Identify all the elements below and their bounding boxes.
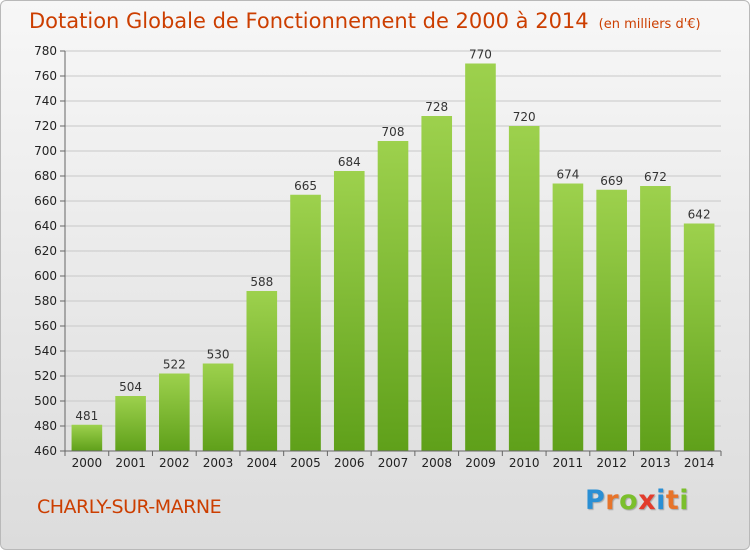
bar bbox=[552, 183, 584, 451]
bar-value-label: 588 bbox=[250, 275, 273, 289]
logo-letter: x bbox=[638, 485, 657, 516]
x-tick-label: 2004 bbox=[247, 456, 278, 470]
bars: 481 504 522 530 588 665 684 708 728 770 720 674 669 6… bbox=[71, 48, 715, 451]
x-axis-ticks: 2000 2001 2002 2003 2004 2005 2006 2007 2008 2009… bbox=[64, 451, 722, 470]
bar-value-label: 708 bbox=[382, 125, 405, 139]
bar-value-label: 674 bbox=[556, 168, 579, 182]
unit-label: (en milliers d'€) bbox=[598, 17, 701, 32]
town-name: CHARLY-SUR-MARNE bbox=[37, 496, 222, 518]
bar-value-label: 504 bbox=[119, 380, 142, 394]
chart-title: Dotation Globale de Fonctionnement de 20… bbox=[29, 9, 701, 33]
y-tick-label: 620 bbox=[34, 244, 57, 258]
bar bbox=[508, 126, 540, 451]
x-tick-label: 2011 bbox=[553, 456, 584, 470]
bar bbox=[683, 223, 715, 451]
bar-value-label: 481 bbox=[75, 409, 98, 423]
x-tick-label: 2002 bbox=[159, 456, 190, 470]
x-tick-label: 2006 bbox=[334, 456, 365, 470]
x-tick-label: 2014 bbox=[684, 456, 715, 470]
bar-value-label: 669 bbox=[600, 174, 623, 188]
y-tick-label: 720 bbox=[34, 119, 57, 133]
x-tick-label: 2001 bbox=[115, 456, 146, 470]
x-tick-label: 2007 bbox=[378, 456, 409, 470]
y-tick-label: 640 bbox=[34, 219, 57, 233]
y-tick-label: 740 bbox=[34, 94, 57, 108]
logo-letter: t bbox=[665, 485, 680, 516]
y-tick-label: 460 bbox=[34, 444, 57, 458]
bar-value-label: 530 bbox=[207, 348, 230, 362]
bar-value-label: 672 bbox=[644, 170, 667, 184]
y-tick-label: 520 bbox=[34, 369, 57, 383]
y-tick-label: 780 bbox=[34, 44, 57, 58]
logo-letter: P bbox=[585, 485, 606, 516]
bar bbox=[377, 141, 409, 451]
bar-value-label: 770 bbox=[469, 48, 492, 62]
y-tick-label: 680 bbox=[34, 169, 57, 183]
proxiti-logo: Proxiti bbox=[585, 485, 689, 516]
logo-letter: o bbox=[619, 485, 639, 516]
bar bbox=[71, 424, 103, 451]
bar-value-label: 665 bbox=[294, 179, 317, 193]
x-tick-label: 2009 bbox=[465, 456, 496, 470]
y-tick-label: 760 bbox=[34, 69, 57, 83]
bar bbox=[333, 171, 365, 451]
y-axis-ticks: 460 480 500 520 540 560 580 600 620 640 660 680 700 7… bbox=[34, 44, 65, 458]
bar bbox=[421, 116, 453, 451]
bar bbox=[596, 189, 627, 451]
bar-value-label: 720 bbox=[513, 110, 536, 124]
bar bbox=[246, 291, 278, 451]
logo-letter: i bbox=[656, 485, 666, 516]
y-tick-label: 500 bbox=[34, 394, 57, 408]
bar bbox=[159, 373, 190, 451]
x-tick-label: 2003 bbox=[203, 456, 234, 470]
x-tick-label: 2010 bbox=[509, 456, 540, 470]
y-tick-label: 560 bbox=[34, 319, 57, 333]
bar bbox=[640, 186, 671, 451]
x-tick-label: 2013 bbox=[640, 456, 671, 470]
y-tick-label: 580 bbox=[34, 294, 57, 308]
bar bbox=[465, 63, 496, 451]
logo-letter: r bbox=[605, 485, 620, 516]
x-tick-label: 2008 bbox=[421, 456, 452, 470]
x-tick-label: 2000 bbox=[72, 456, 103, 470]
bar-value-label: 522 bbox=[163, 358, 186, 372]
axes bbox=[64, 51, 721, 452]
y-tick-label: 540 bbox=[34, 344, 57, 358]
chart-title-text: Dotation Globale de Fonctionnement de 20… bbox=[29, 9, 589, 33]
x-tick-label: 2005 bbox=[290, 456, 321, 470]
y-tick-label: 600 bbox=[34, 269, 57, 283]
bar-value-label: 642 bbox=[688, 208, 711, 222]
bar bbox=[202, 363, 234, 451]
bar bbox=[115, 396, 146, 451]
y-tick-label: 660 bbox=[34, 194, 57, 208]
bar-value-label: 728 bbox=[425, 100, 448, 114]
logo-letter: i bbox=[679, 485, 690, 516]
y-tick-label: 700 bbox=[34, 144, 57, 158]
y-tick-label: 480 bbox=[34, 419, 57, 433]
bar bbox=[290, 194, 321, 451]
x-tick-label: 2012 bbox=[596, 456, 627, 470]
bar-value-label: 684 bbox=[338, 155, 361, 169]
